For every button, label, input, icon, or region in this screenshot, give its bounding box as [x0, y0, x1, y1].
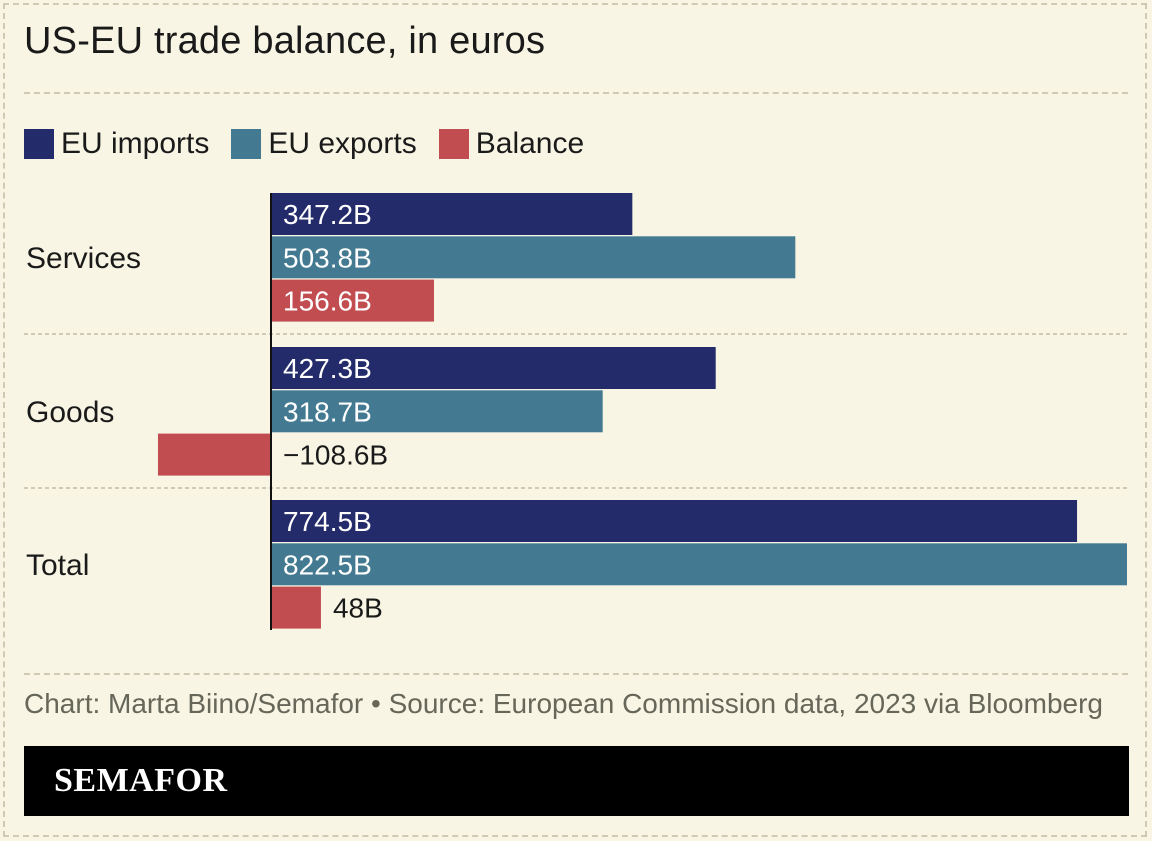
- bar-total-imports: [271, 500, 1078, 542]
- data-label-goods-exports: 318.7B: [283, 396, 372, 427]
- data-label-services-balance: 156.6B: [283, 286, 372, 317]
- category-label-services: Services: [26, 242, 141, 275]
- category-label-total: Total: [26, 549, 89, 582]
- semafor-logo: SEMAFOR: [54, 762, 228, 799]
- legend-swatch-exports: [231, 129, 262, 159]
- legend-swatch-imports: [24, 129, 54, 159]
- source-note: Chart: Marta Biino/Semafor • Source: Eur…: [24, 688, 1103, 719]
- legend-label-exports: EU exports: [268, 127, 417, 160]
- data-label-services-exports: 503.8B: [283, 242, 372, 273]
- bar-total-balance: [271, 586, 321, 629]
- bar-services-balance: [271, 279, 434, 322]
- bar-chart: Services 347.2B 503.8B 156.6B Goods 427.3B 318…: [24, 193, 1128, 630]
- footer-bar: SEMAFOR: [24, 746, 1129, 816]
- chart-frame: [3, 3, 1147, 837]
- bar-goods-exports: [271, 390, 603, 433]
- title-divider: [24, 92, 1128, 94]
- data-label-total-exports: 822.5B: [283, 549, 372, 580]
- legend-label-balance: Balance: [475, 127, 585, 160]
- legend-item-exports: EU exports: [231, 127, 417, 161]
- legend: EU imports EU exports Balance: [24, 124, 606, 164]
- data-label-total-imports: 774.5B: [283, 506, 372, 537]
- category-label-goods: Goods: [26, 396, 114, 429]
- chart-title: US-EU trade balance, in euros: [24, 20, 546, 62]
- bar-services-imports: [271, 193, 633, 235]
- data-label-goods-balance: −108.6B: [283, 440, 388, 471]
- bar-services-exports: [271, 236, 796, 279]
- legend-swatch-balance: [438, 129, 469, 159]
- data-label-goods-imports: 427.3B: [283, 353, 372, 384]
- bar-total-exports: [271, 543, 1127, 586]
- source-divider: [24, 673, 1128, 675]
- bar-goods-imports: [271, 347, 716, 389]
- legend-item-balance: Balance: [438, 127, 585, 161]
- legend-label-imports: EU imports: [61, 127, 210, 160]
- data-label-services-imports: 347.2B: [283, 199, 372, 230]
- data-label-total-balance: 48B: [333, 593, 383, 624]
- bar-goods-balance: [157, 433, 271, 476]
- legend-item-imports: EU imports: [24, 127, 209, 161]
